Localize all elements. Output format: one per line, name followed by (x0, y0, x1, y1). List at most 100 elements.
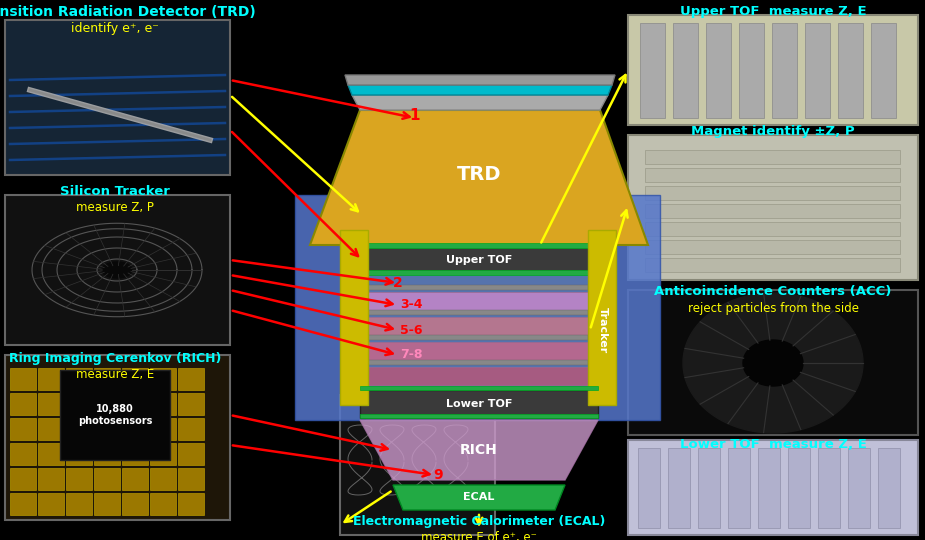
Bar (838, 23, 863, 118)
Bar (178, 443, 204, 465)
Bar (360, 414, 598, 418)
Text: RICH: RICH (460, 443, 498, 457)
Text: Upper TOF: Upper TOF (446, 255, 512, 265)
Bar (645, 204, 900, 218)
Bar (150, 468, 176, 490)
Text: measure E of e⁺, e⁻: measure E of e⁺, e⁻ (421, 531, 536, 540)
Polygon shape (360, 420, 598, 480)
Bar (640, 23, 665, 118)
Bar (590, 195, 660, 420)
Bar (66, 368, 92, 390)
Bar (66, 418, 92, 440)
Bar (10, 393, 36, 415)
Bar (150, 443, 176, 465)
Bar (340, 230, 368, 405)
Polygon shape (352, 95, 608, 110)
Bar (645, 240, 900, 254)
Bar (122, 393, 148, 415)
Bar (150, 418, 176, 440)
Text: Electromagnetic Calorimeter (ECAL): Electromagnetic Calorimeter (ECAL) (352, 515, 605, 528)
Text: 9: 9 (433, 468, 443, 482)
Bar (5, 355, 230, 520)
Bar (38, 368, 64, 390)
Bar (628, 440, 918, 535)
Bar (645, 168, 900, 182)
Bar (668, 448, 690, 528)
Bar (122, 493, 148, 515)
Bar (805, 23, 830, 118)
Bar (628, 135, 918, 280)
Text: 1: 1 (410, 107, 420, 123)
Bar (5, 195, 230, 345)
Text: Ring Imaging Cerenkov (RICH): Ring Imaging Cerenkov (RICH) (9, 352, 221, 365)
Bar (848, 448, 870, 528)
Bar (66, 468, 92, 490)
Bar (94, 418, 120, 440)
Bar (178, 468, 204, 490)
Polygon shape (393, 485, 565, 510)
Text: 7-8: 7-8 (400, 348, 423, 361)
Bar (122, 443, 148, 465)
Polygon shape (348, 85, 612, 95)
Bar (871, 23, 896, 118)
Bar (5, 20, 230, 175)
Bar (645, 186, 900, 200)
Bar (340, 395, 495, 535)
Bar (10, 493, 36, 515)
Text: 5-6: 5-6 (400, 323, 423, 336)
Bar (365, 310, 588, 315)
Bar (739, 23, 764, 118)
Bar (360, 386, 598, 390)
Bar (758, 448, 780, 528)
Bar (150, 368, 176, 390)
Bar (818, 448, 840, 528)
Bar (365, 367, 588, 385)
Bar (360, 390, 598, 418)
Polygon shape (683, 293, 863, 433)
Bar (673, 23, 698, 118)
Text: reject particles from the side: reject particles from the side (687, 302, 858, 315)
Bar (178, 418, 204, 440)
Bar (178, 368, 204, 390)
Text: measure Z, E: measure Z, E (76, 368, 154, 381)
Bar (360, 243, 598, 248)
Text: Magnet identify ±Z, P: Magnet identify ±Z, P (691, 125, 855, 138)
Text: 2: 2 (393, 276, 403, 290)
Bar (365, 292, 588, 310)
Bar (628, 290, 918, 435)
Bar (772, 23, 797, 118)
Text: 10,880
photosensors: 10,880 photosensors (78, 404, 153, 426)
Bar (360, 245, 598, 272)
Bar (122, 468, 148, 490)
Polygon shape (102, 262, 132, 278)
Bar (38, 443, 64, 465)
Bar (365, 285, 588, 290)
Bar (122, 368, 148, 390)
Bar (588, 230, 616, 405)
Bar (38, 493, 64, 515)
Bar (728, 448, 750, 528)
Text: Transition Radiation Detector (TRD): Transition Radiation Detector (TRD) (0, 5, 255, 19)
Bar (38, 393, 64, 415)
Text: Silicon Tracker: Silicon Tracker (60, 185, 170, 198)
Text: TRD: TRD (457, 165, 501, 185)
Bar (878, 448, 900, 528)
Text: identify e⁺, e⁻: identify e⁺, e⁻ (71, 22, 159, 35)
Bar (178, 493, 204, 515)
Bar (645, 150, 900, 164)
Bar (150, 493, 176, 515)
Text: Tracker: Tracker (598, 307, 608, 353)
Polygon shape (345, 75, 615, 85)
Bar (66, 493, 92, 515)
Bar (66, 443, 92, 465)
Bar (94, 468, 120, 490)
Bar (150, 393, 176, 415)
Text: ECAL: ECAL (463, 492, 495, 502)
Text: measure Z, P: measure Z, P (76, 201, 154, 214)
Bar (365, 342, 588, 360)
Bar (94, 393, 120, 415)
Bar (788, 448, 810, 528)
Bar (365, 317, 588, 335)
Bar (706, 23, 731, 118)
Bar (60, 370, 170, 460)
